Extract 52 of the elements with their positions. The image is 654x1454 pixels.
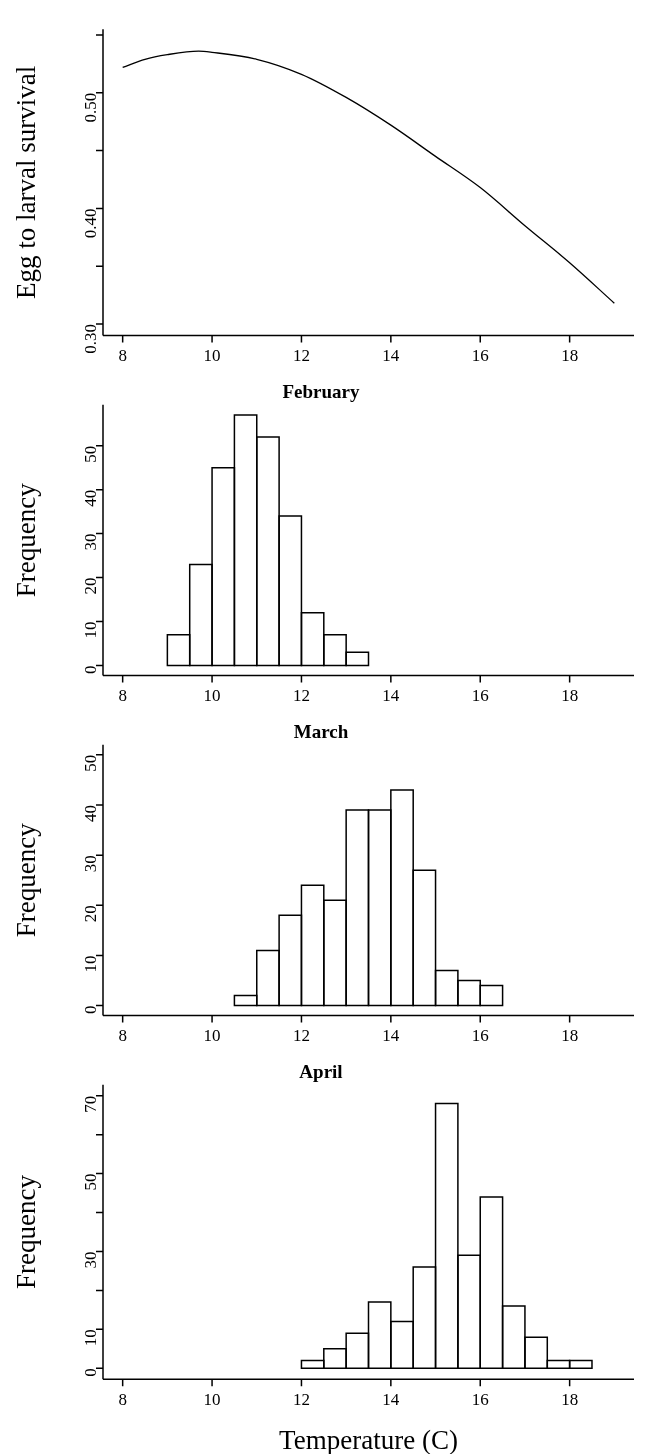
x-tick-label: 10 [203,1389,221,1409]
x-tick-label: 14 [382,686,400,706]
y-tick-label: 0 [81,1368,101,1377]
x-tick-label: 18 [561,346,579,366]
y-tick-label: 20 [81,577,101,595]
x-tick-label: 14 [382,1026,400,1046]
y-tick-label: 40 [81,804,101,822]
x-tick-label: 14 [382,1389,400,1409]
x-tick-label: 10 [203,346,221,366]
y-tick-label: 10 [81,621,101,639]
x-tick-label: 18 [561,686,579,706]
chart-title: March [293,721,349,743]
y-tick-label: 0 [81,665,101,674]
y-axis-title: Egg to larval survival [11,65,42,299]
x-axis-title: Temperature (C) [279,1424,458,1454]
y-tick-label: 70 [81,1095,101,1113]
y-tick-label: 30 [81,855,101,873]
x-tick-label: 14 [382,346,400,366]
y-tick-label: 0.50 [81,92,101,123]
x-tick-label: 16 [471,686,489,706]
x-tick-label: 10 [203,686,221,706]
x-tick-label: 18 [561,1389,579,1409]
y-tick-label: 40 [81,489,101,507]
y-tick-label: 30 [81,533,101,551]
x-tick-label: 8 [118,686,127,706]
y-tick-label: 50 [81,445,101,463]
y-tick-label: 0 [81,1005,101,1015]
x-tick-label: 16 [471,1389,489,1409]
y-axis-title: Frequency [11,482,42,598]
y-tick-label: 50 [81,1173,101,1191]
y-tick-label: 0.30 [81,324,101,354]
x-tick-label: 12 [292,686,310,706]
x-tick-label: 10 [203,1026,221,1046]
x-tick-label: 8 [118,1389,127,1409]
y-tick-label: 50 [81,754,101,772]
y-tick-label: 10 [81,955,101,973]
y-tick-label: 0.40 [81,208,101,239]
y-tick-label: 30 [81,1251,101,1269]
x-tick-label: 8 [118,346,127,366]
x-tick-label: 16 [471,346,489,366]
x-tick-label: 12 [292,1389,310,1409]
x-tick-label: 16 [471,1026,489,1046]
y-axis-title: Frequency [11,1174,42,1289]
x-tick-label: 18 [561,1026,579,1046]
x-tick-label: 12 [292,1026,310,1046]
chart-title: April [299,1061,343,1083]
x-tick-label: 8 [118,1026,127,1046]
y-tick-label: 10 [81,1329,101,1347]
y-tick-label: 20 [81,905,101,923]
y-axis-title: Frequency [11,822,42,938]
x-tick-label: 12 [292,346,310,366]
chart-title: February [282,381,361,403]
